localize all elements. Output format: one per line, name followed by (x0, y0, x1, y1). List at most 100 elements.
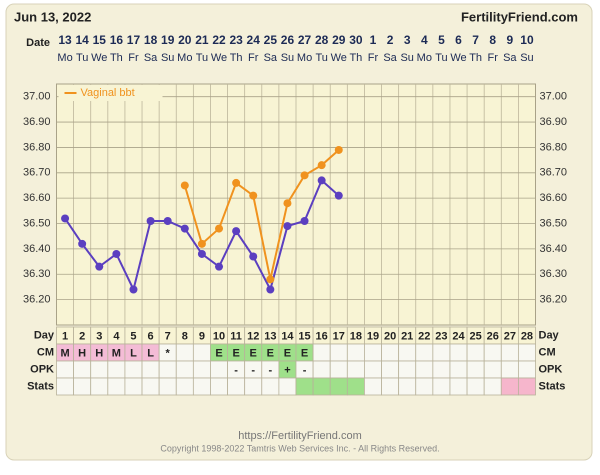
cell-text: 14 (281, 330, 294, 342)
weekday-label: Su (161, 52, 174, 64)
y-tick-label: 36.50 (23, 217, 51, 229)
table-cell (192, 343, 211, 362)
date-label: 27 (298, 33, 312, 47)
y-tick-label-right: 36.70 (540, 167, 568, 179)
cell-text: M (112, 347, 121, 359)
cell-text: E (301, 347, 308, 359)
table-cell (56, 377, 75, 396)
table-cell (175, 377, 194, 396)
table-cell (192, 377, 211, 396)
y-tick-label: 36.40 (23, 243, 51, 255)
weekday-label: Su (520, 52, 533, 64)
data-point (146, 216, 155, 225)
table-cell (175, 343, 194, 362)
data-point (300, 216, 309, 225)
date-label: 19 (161, 33, 175, 47)
date-label: Date (26, 37, 50, 49)
table-cell (312, 343, 331, 362)
data-point (112, 249, 121, 258)
table-cell (364, 377, 382, 396)
table-cell (107, 377, 126, 396)
cell-text: E (267, 347, 274, 359)
weekday-label: Tu (315, 52, 327, 64)
footer-copyright: Copyright 1998-2022 Tamtris Web Services… (160, 443, 439, 453)
cell-text: 26 (487, 330, 499, 342)
table-cell (90, 377, 109, 396)
data-point (249, 191, 258, 200)
table-cell (312, 377, 331, 396)
table-cell (415, 360, 434, 379)
table-cell (346, 377, 365, 396)
cell-text: E (232, 347, 239, 359)
table-cell (73, 360, 92, 379)
row-label: Stats (27, 380, 54, 392)
table-cell (158, 360, 177, 379)
cell-text: 2 (79, 330, 85, 342)
date-label: 17 (127, 33, 141, 47)
y-tick-label: 37.00 (23, 91, 51, 103)
table-cell (449, 360, 468, 379)
weekday-label: Th (349, 52, 362, 64)
row-label-right: Stats (539, 380, 566, 392)
table-cell (227, 377, 246, 396)
data-point (249, 252, 258, 261)
cell-text: 17 (333, 330, 345, 342)
weekday-label: Fr (368, 52, 379, 64)
cell-text: - (269, 364, 273, 376)
date-label: 23 (229, 33, 243, 47)
y-tick-label: 36.90 (23, 116, 51, 128)
weekday-label: Tu (435, 52, 447, 64)
cell-text: 6 (148, 330, 154, 342)
date-label: 20 (178, 33, 192, 47)
data-point (163, 216, 172, 225)
cell-text: 8 (182, 330, 188, 342)
data-point (232, 227, 241, 236)
weekday-label: Th (110, 52, 123, 64)
y-tick-label-right: 36.60 (540, 192, 568, 204)
table-cell (56, 360, 75, 379)
table-cell (432, 377, 451, 396)
header-date: Jun 13, 2022 (14, 9, 91, 24)
date-label: 26 (281, 33, 295, 47)
table-cell (500, 360, 519, 379)
date-label: 13 (58, 33, 72, 47)
data-point (334, 145, 343, 154)
date-label: 2 (387, 33, 394, 47)
y-tick-label: 36.20 (23, 294, 51, 306)
cell-text: L (147, 347, 154, 359)
date-label: 5 (438, 33, 445, 47)
table-cell (210, 360, 228, 379)
table-cell (141, 360, 160, 379)
table-cell (124, 377, 143, 396)
data-point (197, 239, 206, 248)
data-point (334, 191, 343, 200)
table-cell (483, 360, 502, 379)
cell-text: 21 (401, 330, 413, 342)
weekday-label: Tu (76, 52, 88, 64)
cell-text: H (95, 347, 103, 359)
data-point (180, 224, 189, 233)
date-label: 24 (247, 33, 261, 47)
table-cell (192, 360, 211, 379)
row-label-right: Day (539, 329, 560, 341)
data-point (232, 178, 241, 187)
table-cell (158, 377, 177, 396)
date-label: 18 (144, 33, 158, 47)
table-cell (175, 360, 194, 379)
date-label: 3 (404, 33, 411, 47)
date-label: 4 (421, 33, 428, 47)
cell-text: E (215, 347, 222, 359)
footer-url: https://FertilityFriend.com (238, 430, 361, 442)
y-tick-label: 36.60 (23, 192, 51, 204)
table-cell (329, 343, 348, 362)
weekday-label: Su (281, 52, 294, 64)
data-point (129, 285, 138, 294)
row-label: Day (34, 329, 55, 341)
table-cell (449, 343, 468, 362)
table-cell (466, 360, 485, 379)
table-cell (517, 377, 536, 396)
date-label: 16 (110, 33, 124, 47)
table-cell (466, 343, 485, 362)
table-cell (398, 343, 417, 362)
y-tick-label-right: 36.80 (540, 141, 568, 153)
